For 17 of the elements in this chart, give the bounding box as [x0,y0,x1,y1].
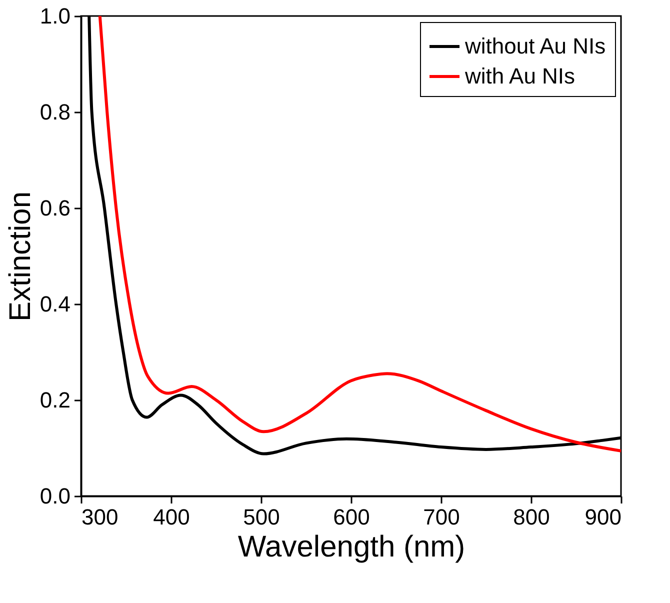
y-tick-label: 0.2 [40,388,70,412]
y-axis-title: Extinction [4,191,37,322]
x-tick-label: 600 [333,504,370,530]
x-tick-label: 500 [243,504,280,530]
y-tick-label: 0.6 [40,196,70,220]
x-tick-label: 800 [513,504,550,530]
x-tick-label: 400 [153,504,190,530]
y-tick-label: 0.8 [40,100,70,124]
x-axis-title: Wavelength (nm) [238,530,466,564]
legend-label: with Au NIs [464,64,576,88]
y-tick-label: 0.0 [40,484,70,508]
y-tick-label: 0.4 [40,292,70,316]
y-tick-label: 1.0 [40,4,70,28]
legend-label: without Au NIs [464,34,606,58]
x-tick-label: 300 [82,504,118,530]
x-tick-label: 700 [423,504,460,530]
x-tick-label: 900 [584,504,622,530]
